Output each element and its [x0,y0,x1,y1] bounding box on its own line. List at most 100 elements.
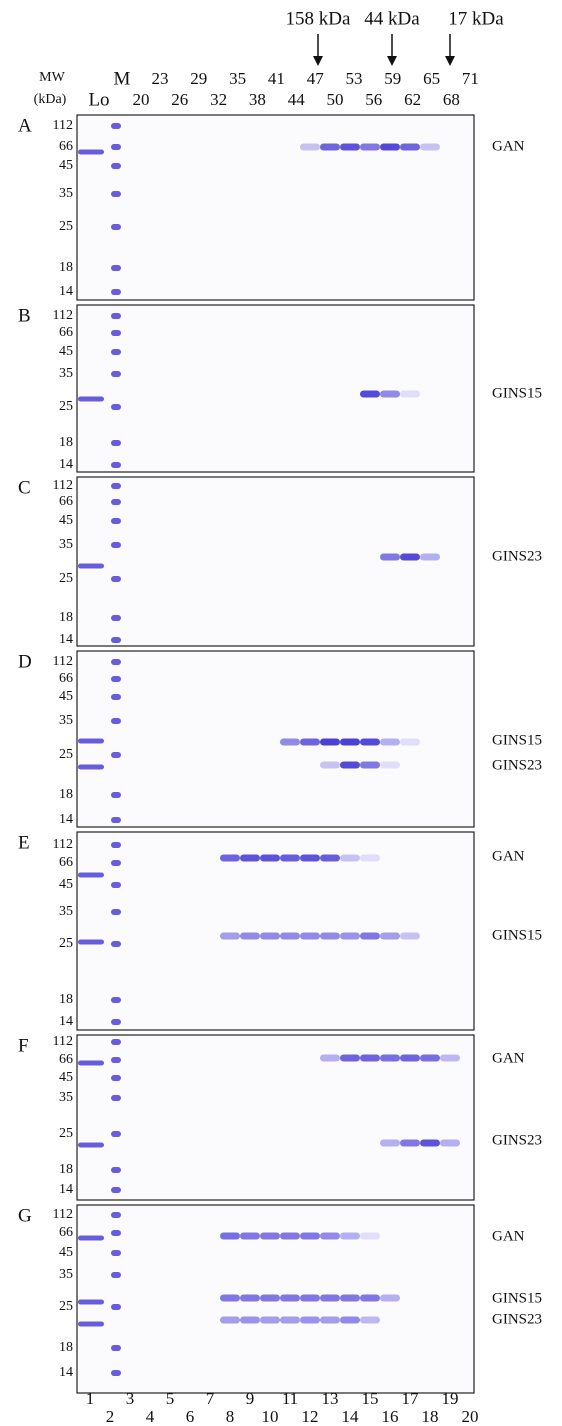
gel-band [111,792,121,798]
gel-band [111,1019,121,1025]
gel-band [260,932,280,940]
lane-number: 19 [442,1389,459,1408]
gel-band [111,997,121,1003]
gel-band [360,390,380,398]
mw-value: 14 [59,1365,73,1380]
mw-unit: (kDa) [34,92,67,107]
gel-band [380,1294,400,1302]
mw-value: 112 [53,1207,73,1222]
gel-band [280,932,300,940]
mw-value: 14 [59,1014,73,1029]
mw-value: 45 [59,1245,73,1260]
gel-band [340,1294,360,1302]
lane-number: 15 [362,1389,379,1408]
gel-band [111,518,121,524]
panel-letter: E [18,832,30,853]
mw-value: 35 [59,904,73,919]
mw-value: 66 [59,671,73,686]
mw-value: 14 [59,284,73,299]
lane-number: 5 [166,1389,175,1408]
protein-label: GAN [492,138,525,154]
gel-band [300,1294,320,1302]
gel-band [111,615,121,621]
gel-band [78,563,104,569]
mw-value: 25 [59,571,73,586]
gel-band [300,854,320,862]
mw-value: 18 [59,1340,73,1355]
protein-label: GINS15 [492,927,542,943]
mw-value: 112 [53,837,73,852]
gel-band [280,738,300,746]
fraction-number: 23 [152,69,169,88]
gel-band [78,396,104,402]
lane-number: 10 [262,1407,279,1426]
fraction-number: 26 [171,90,188,109]
mw-value: 66 [59,494,73,509]
lane-number: 12 [302,1407,319,1426]
gel-band [340,1232,360,1240]
fraction-number: 50 [327,90,344,109]
gel-band [320,932,340,940]
gel-band [440,1139,460,1147]
gel-band [78,872,104,878]
gel-band [111,1075,121,1081]
protein-label: GAN [492,1228,525,1244]
mw-value: 112 [53,478,73,493]
gel [76,476,475,647]
mw-value: 25 [59,1299,73,1314]
mw-value: 35 [59,366,73,381]
gel-band [360,854,380,862]
gel-band [340,738,360,746]
gel-band [78,1142,104,1148]
gel-band [240,1316,260,1324]
gel [76,114,475,301]
mw-value: 35 [59,1090,73,1105]
mw-value: 66 [59,325,73,340]
gel-band [360,1232,380,1240]
gel-band [340,1054,360,1062]
fraction-number: 44 [288,90,306,109]
gel-band [380,553,400,561]
gel-band [360,932,380,940]
gel-band [111,576,121,582]
gel-band [320,1294,340,1302]
gel [76,1034,475,1201]
gel-band [111,542,121,548]
mw-value: 66 [59,1052,73,1067]
mw-value: 18 [59,1162,73,1177]
panel-letter: B [18,305,31,326]
gel-band [320,143,340,151]
gel-band [220,1294,240,1302]
gel-band [420,1139,440,1147]
gel-band [111,842,121,848]
mw-value: 25 [59,399,73,414]
gel-band [111,909,121,915]
mw-value: 112 [53,1034,73,1049]
gel [76,650,475,828]
gel-band [280,1294,300,1302]
gel-band [240,932,260,940]
load-label: Lo [88,89,109,110]
gel-band [111,144,121,150]
mw-value: 45 [59,1070,73,1085]
protein-label: GINS15 [492,732,542,748]
gel-band [111,483,121,489]
gel-band [400,553,420,561]
gel-band [78,1299,104,1305]
lane-number: 9 [246,1389,255,1408]
gel-band [111,1212,121,1218]
lane-number: 13 [322,1389,339,1408]
mw-value: 18 [59,260,73,275]
gel-band [78,738,104,744]
size-standard: 17 kDa [448,8,504,29]
gel-band [260,854,280,862]
lane-number: 6 [186,1407,195,1426]
size-standard: 44 kDa [364,8,420,29]
mw-value: 66 [59,855,73,870]
gel-band [111,694,121,700]
mw-label: MW [39,70,65,85]
gel-band [111,676,121,682]
mw-value: 25 [59,219,73,234]
gel-band [280,1316,300,1324]
